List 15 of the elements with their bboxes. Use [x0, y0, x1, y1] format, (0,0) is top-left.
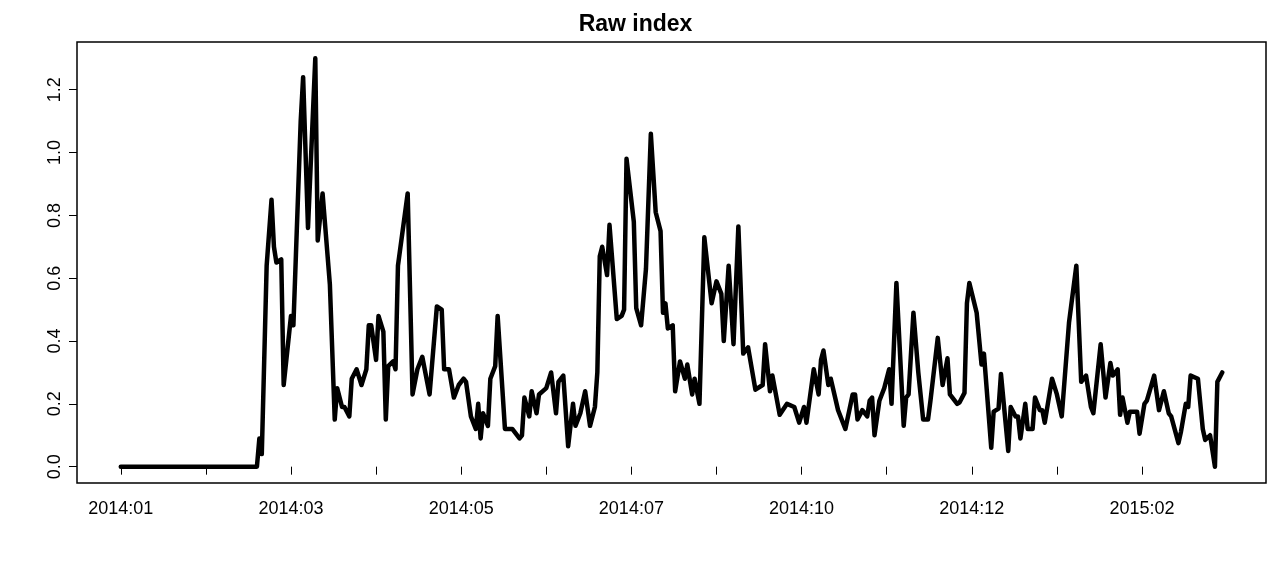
- x-tick-label: 2014:07: [598, 498, 664, 518]
- y-tick-label: 1.0: [44, 140, 64, 166]
- x-tick-label: 2014:03: [258, 498, 324, 518]
- x-tick-label: 2014:05: [428, 498, 494, 518]
- x-tick-label: 2014:10: [769, 498, 835, 518]
- y-tick-label: 0.6: [44, 265, 64, 291]
- y-tick-label: 0.8: [44, 202, 64, 228]
- y-tick-label: 1.2: [44, 77, 64, 103]
- y-tick-label: 0.2: [44, 391, 64, 417]
- x-tick-label: 2014:01: [88, 498, 154, 518]
- y-tick-label: 0.4: [44, 328, 64, 354]
- x-tick-label: 2015:02: [1109, 498, 1175, 518]
- y-tick-label: 0.0: [44, 454, 64, 480]
- x-tick-label: 2014:12: [939, 498, 1005, 518]
- chart-title: Raw index: [578, 9, 693, 36]
